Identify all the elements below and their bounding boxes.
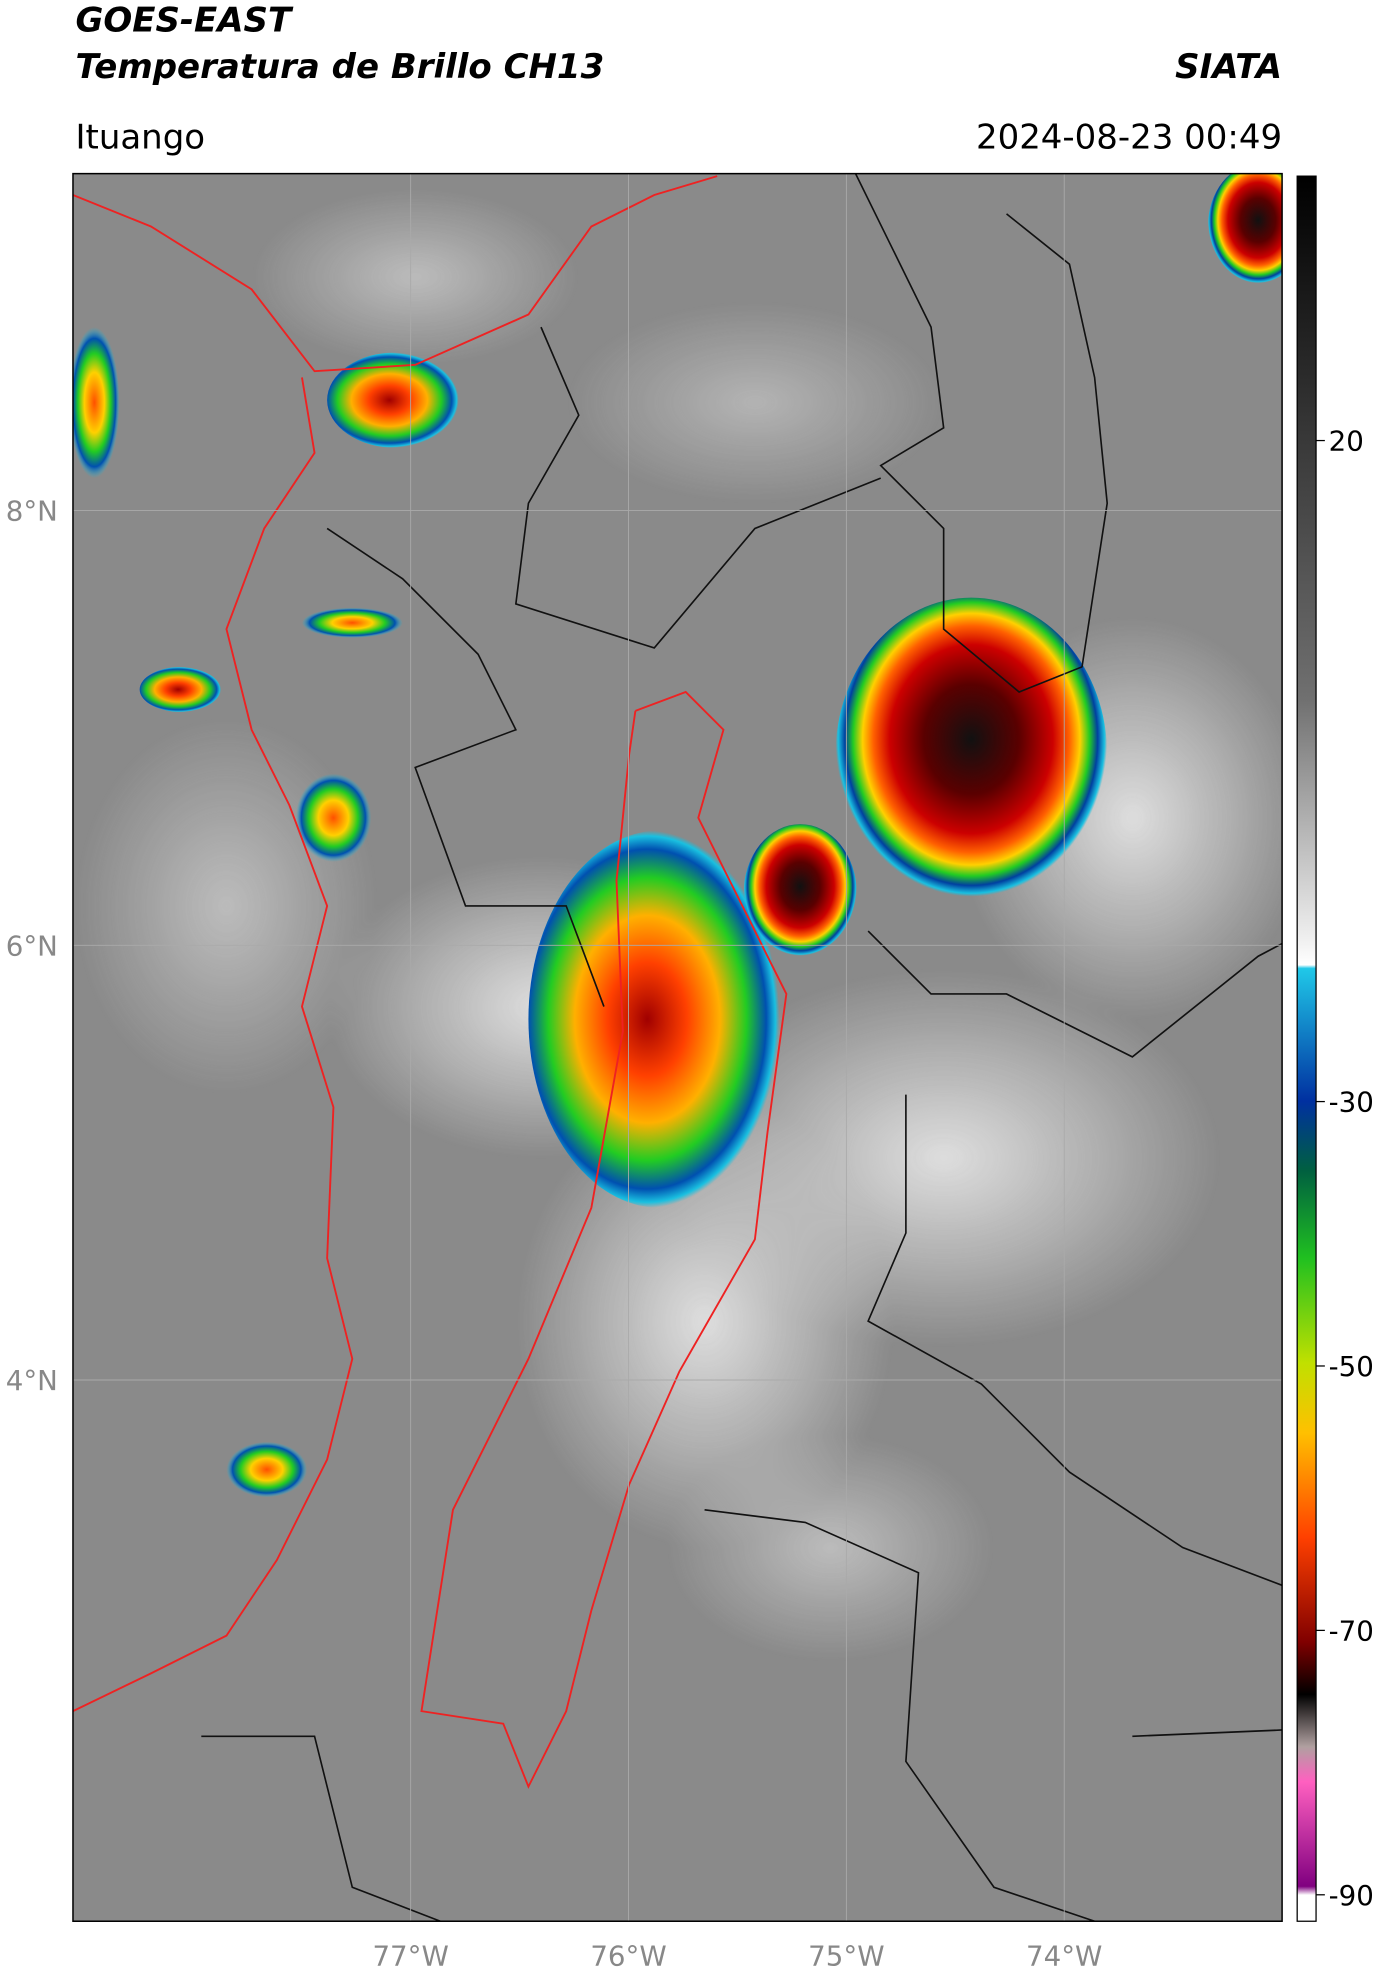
location: Ituango [75, 117, 205, 157]
lat-tick-label: 4°N [6, 1364, 58, 1397]
map [72, 173, 1283, 1922]
colorbar-tick-label: -70 [1329, 1614, 1374, 1647]
colorbar-tick-label: -30 [1329, 1086, 1374, 1119]
source: SIATA [1175, 47, 1282, 87]
lon-tick-label: 77°W [372, 1939, 448, 1972]
datetime: 2024-08-23 00:49 [976, 117, 1282, 157]
lat-tick-label: 6°N [6, 929, 58, 962]
colorbar-tick-label: -50 [1329, 1350, 1374, 1383]
map-frame [72, 172, 1283, 1922]
lon-tick-label: 74°W [1026, 1939, 1102, 1972]
lat-tick-label: 8°N [6, 495, 58, 528]
subtitle: Temperatura de Brillo CH13 [75, 47, 604, 87]
lon-tick-label: 76°W [590, 1939, 666, 1972]
title: GOES-EAST [75, 0, 293, 40]
colorbar-tick-label: -90 [1329, 1879, 1374, 1912]
lon-tick-label: 75°W [808, 1939, 884, 1972]
colorbar [1296, 175, 1317, 1922]
colorbar-tick-label: 20 [1329, 425, 1364, 458]
